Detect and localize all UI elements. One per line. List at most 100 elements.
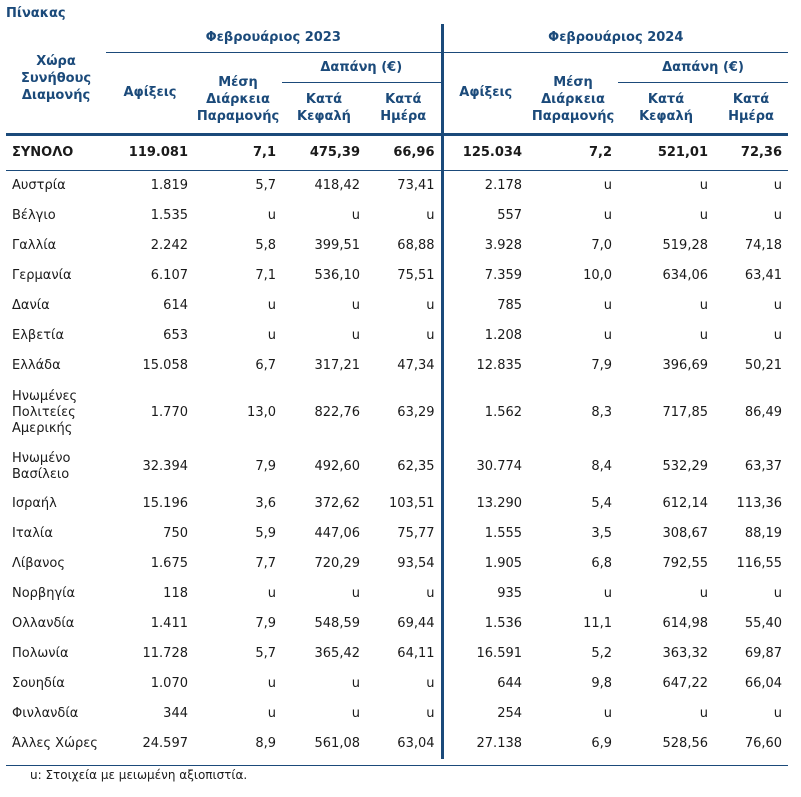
- stay-2024-cell: u: [603, 177, 613, 193]
- arrivals-2024-cell: 16.591: [440, 638, 529, 669]
- table-row: Φινλανδία 344 u u u 254 u u u: [6, 698, 788, 729]
- arrivals-2023-cell: 15.058: [142, 357, 189, 373]
- country-cell: Ηνωμένο Βασίλειο: [12, 450, 71, 482]
- per-capita-2023-cell: u: [351, 705, 360, 721]
- period-2024-header: Φεβρουάριος 2024: [440, 24, 789, 53]
- arrivals-2023-cell: 1.770: [150, 404, 188, 420]
- arrivals-2023-cell: 15.196: [142, 495, 189, 511]
- per-day-2024-cell: 63,37: [744, 458, 783, 474]
- table-row: Ιταλία 750 5,9 447,06 75,77 1.555 3,5 308,67 88,…: [6, 518, 788, 549]
- per-capita-2023-cell: 492,60: [314, 458, 361, 474]
- total-arrivals-2023: 119.081: [106, 132, 194, 171]
- per-day-2023-cell: u: [426, 327, 435, 343]
- per-capita-2023-cell: u: [351, 297, 360, 313]
- country-cell: Αυστρία: [12, 177, 66, 193]
- table-row: Ελβετία 653 u u u 1.208 u u u: [6, 320, 788, 351]
- total-per-day-2024: 72,36: [714, 132, 789, 171]
- spending-header-2024: Δαπάνη (€): [618, 52, 789, 83]
- country-cell: Γαλλία: [12, 237, 57, 253]
- stay-2024-cell: u: [603, 705, 613, 721]
- stay-2023-cell: u: [267, 297, 276, 313]
- stay-2023-cell: 5,7: [255, 645, 276, 661]
- country-cell: Ελλάδα: [12, 357, 61, 373]
- stay-2023-cell: 7,9: [255, 458, 276, 474]
- stay-2024-cell: 8,3: [591, 404, 613, 420]
- per-day-2023-cell: u: [426, 297, 435, 313]
- stay-2023-cell: 7,9: [255, 615, 276, 631]
- per-capita-2024-cell: u: [699, 207, 709, 223]
- stay-2023-cell: u: [267, 585, 276, 601]
- country-cell: Ιταλία: [12, 525, 53, 541]
- stay-2024-cell: 5,2: [591, 645, 613, 661]
- country-cell: Νορβηγία: [12, 585, 76, 601]
- arrivals-2023-cell: 11.728: [142, 645, 189, 661]
- stay-2024-cell: 3,5: [591, 525, 613, 541]
- stay-2024-cell: u: [603, 585, 613, 601]
- per-day-header-2023: Κατά Ημέρα: [380, 91, 427, 124]
- arrivals-2023-cell: 750: [163, 525, 188, 541]
- stay-2024-cell: 6,8: [591, 555, 613, 571]
- per-capita-2023-cell: 548,59: [314, 615, 361, 631]
- total-stay-2024: 7,2: [528, 132, 619, 171]
- per-capita-2024-cell: 614,98: [662, 615, 709, 631]
- stay-2023-cell: 7,1: [255, 267, 276, 283]
- arrivals-2024-cell: 12.835: [440, 350, 529, 381]
- country-cell: Δανία: [12, 297, 50, 313]
- arrivals-2023-cell: 118: [163, 585, 188, 601]
- country-cell: Φινλανδία: [12, 705, 79, 721]
- per-capita-2024-cell: 396,69: [662, 357, 709, 373]
- per-capita-2024-cell: 647,22: [662, 675, 709, 691]
- country-cell: Γερμανία: [12, 267, 72, 283]
- per-day-2023-cell: 64,11: [397, 645, 435, 661]
- per-day-2024-cell: 69,87: [744, 645, 783, 661]
- arrivals-2024-cell: 557: [440, 200, 529, 231]
- arrivals-2024-cell: 1.555: [440, 518, 529, 549]
- per-capita-2023-cell: u: [351, 675, 360, 691]
- per-capita-2023-cell: 561,08: [314, 735, 361, 751]
- table-row: Ολλανδία 1.411 7,9 548,59 69,44 1.536 11,1 614,…: [6, 608, 788, 639]
- per-day-2023-cell: 63,04: [397, 735, 435, 751]
- arrivals-2024-cell: 27.138: [440, 728, 529, 759]
- per-capita-2023-cell: 447,06: [314, 525, 361, 541]
- per-day-2024-cell: 66,04: [744, 675, 783, 691]
- per-day-2023-cell: 73,41: [397, 177, 435, 193]
- arrivals-2024-cell: 13.290: [440, 488, 529, 519]
- per-day-header-2024: Κατά Ημέρα: [728, 91, 774, 124]
- period-2023-header: Φεβρουάριος 2023: [106, 24, 443, 53]
- arrivals-2024-cell: 1.562: [440, 380, 529, 445]
- table-row: Σουηδία 1.070 u u u 644 9,8 647,22 66,04: [6, 668, 788, 699]
- stay-2023-cell: u: [267, 675, 276, 691]
- arrivals-2024-cell: 1.208: [440, 320, 529, 351]
- per-day-2023-cell: 62,35: [397, 458, 435, 474]
- country-cell: Ηνωμένες Πολιτείες Αμερικής: [12, 388, 78, 436]
- per-capita-2023-cell: 536,10: [314, 267, 361, 283]
- total-stay-2023: 7,1: [194, 132, 282, 171]
- per-capita-2024-cell: u: [699, 585, 709, 601]
- stay-2023-cell: u: [267, 327, 276, 343]
- per-capita-2023-cell: 399,51: [314, 237, 361, 253]
- total-label: ΣΥΝΟΛΟ: [6, 132, 106, 171]
- stay-2023-cell: 3,6: [255, 495, 276, 511]
- stay-2023-cell: 7,7: [255, 555, 276, 571]
- footnote: u: Στοιχεία με μειωμένη αξιοπιστία.: [30, 768, 248, 782]
- per-capita-header-2023: Κατά Κεφαλή: [297, 91, 351, 124]
- per-day-2024-cell: 76,60: [744, 735, 783, 751]
- per-day-2023-cell: u: [426, 675, 435, 691]
- stay-2024-cell: u: [603, 327, 613, 343]
- arrivals-2024-cell: 254: [440, 698, 529, 729]
- per-day-2023-cell: 75,77: [397, 525, 435, 541]
- total-per-capita-2023: 475,39: [282, 132, 366, 171]
- per-day-2024-cell: 113,36: [736, 495, 783, 511]
- stay-2023-cell: 5,9: [255, 525, 276, 541]
- arrivals-2024-cell: 785: [440, 290, 529, 321]
- arrivals-2024-cell: 1.536: [440, 608, 529, 639]
- total-arrivals-2024: 125.034: [440, 132, 529, 171]
- arrivals-2024-cell: 2.178: [440, 170, 529, 201]
- per-day-2024-cell: u: [773, 207, 783, 223]
- arrivals-2023-cell: 653: [163, 327, 188, 343]
- country-cell: Πολωνία: [12, 645, 69, 661]
- arrivals-2023-cell: 1.675: [150, 555, 188, 571]
- arrivals-2023-cell: 6.107: [150, 267, 188, 283]
- per-day-2023-cell: u: [426, 585, 435, 601]
